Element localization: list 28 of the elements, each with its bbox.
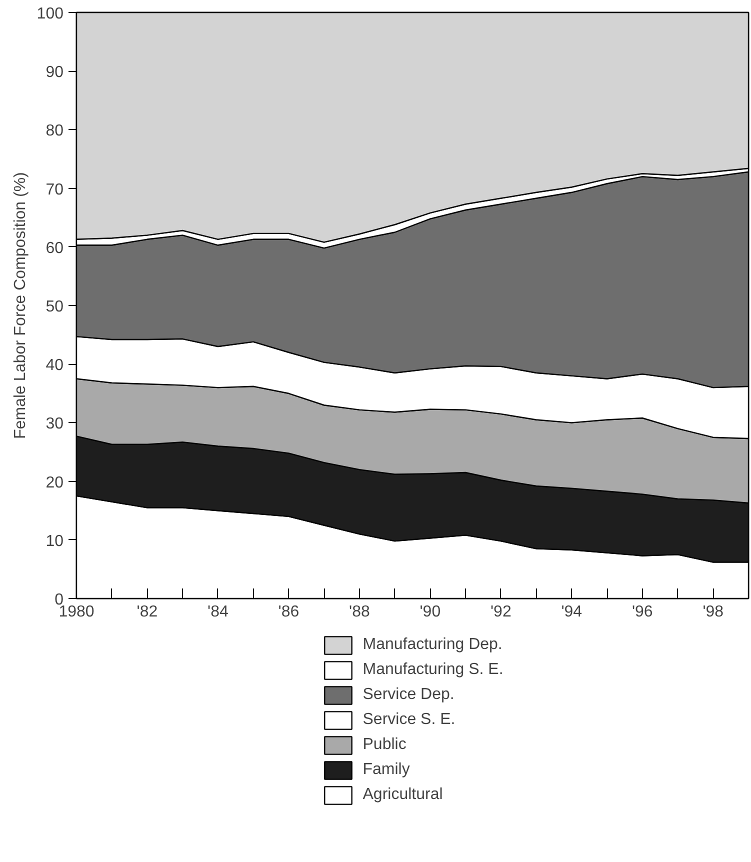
y-tick-label: 80 bbox=[46, 122, 64, 140]
x-tick-label: '98 bbox=[702, 604, 724, 620]
y-tick-label: 100 bbox=[36, 6, 64, 22]
y-tick-label: 10 bbox=[46, 532, 64, 550]
y-tick-label: 60 bbox=[46, 240, 64, 257]
legend-label: Service Dep. bbox=[362, 685, 454, 705]
x-tick-label: 1980 bbox=[58, 604, 94, 620]
y-axis-title: Female Labor Force Composition (%) bbox=[12, 172, 29, 439]
x-tick-label: '90 bbox=[420, 604, 441, 620]
legend-label: Public bbox=[362, 735, 406, 755]
legend-label: Manufacturing S. E. bbox=[362, 660, 504, 680]
x-tick-label: '92 bbox=[490, 604, 512, 620]
legend-label: Manufacturing Dep. bbox=[362, 635, 502, 655]
x-tick-label: '88 bbox=[349, 604, 370, 620]
x-tick-label: '94 bbox=[561, 604, 582, 620]
y-tick-label: 30 bbox=[46, 416, 64, 433]
x-tick-label: '86 bbox=[278, 604, 300, 620]
y-tick-label: 70 bbox=[46, 181, 64, 198]
y-tick-label: 20 bbox=[46, 474, 64, 492]
y-tick-label: 50 bbox=[46, 298, 64, 316]
x-tick-label: '84 bbox=[208, 604, 228, 620]
x-tick-label: '96 bbox=[632, 604, 653, 620]
legend-label: Service S. E. bbox=[362, 710, 456, 730]
y-tick-label: 40 bbox=[46, 357, 64, 374]
y-tick-label: 90 bbox=[46, 64, 64, 82]
legend-label: Family bbox=[362, 760, 410, 780]
x-tick-label: '82 bbox=[136, 604, 158, 620]
legend-label: Agricultural bbox=[362, 785, 443, 805]
